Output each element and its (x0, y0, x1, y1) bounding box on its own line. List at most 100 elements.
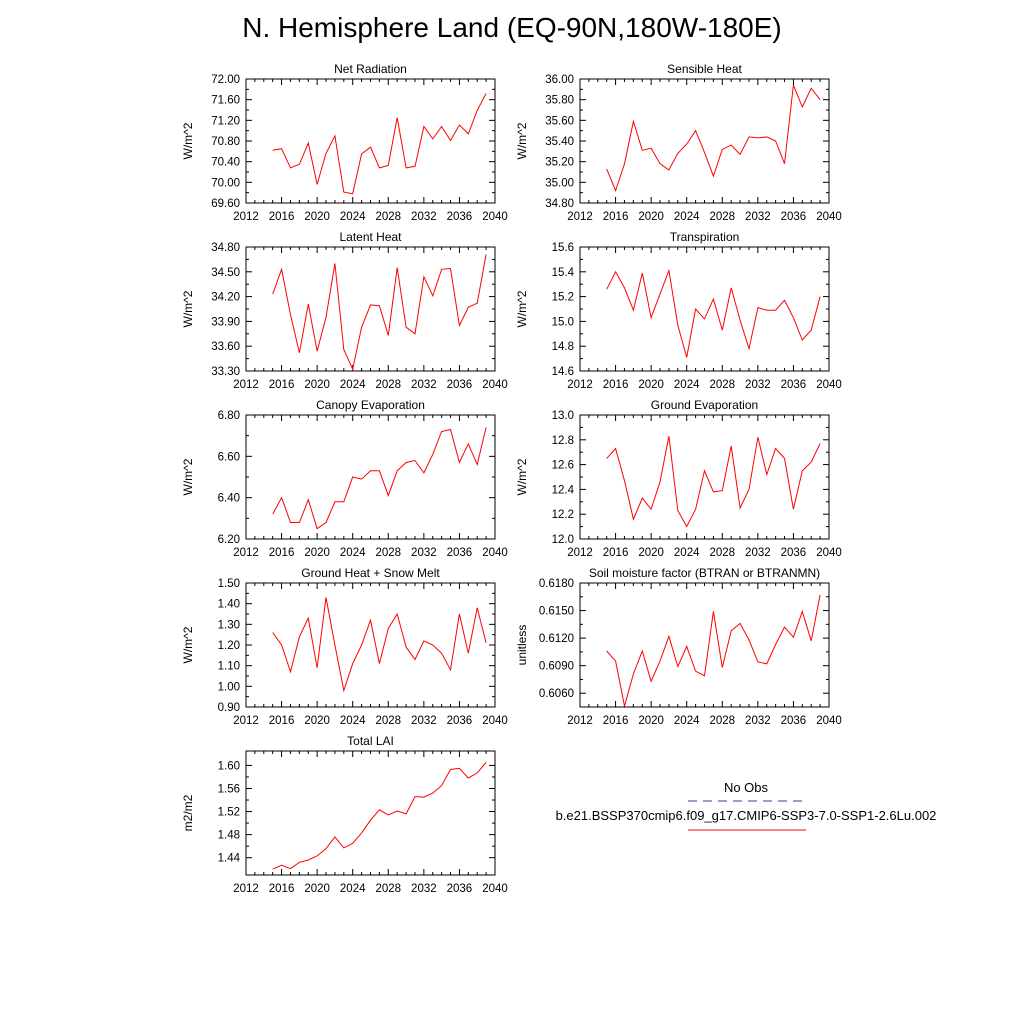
plot-frame (245, 750, 496, 876)
x-tick-label: 2032 (411, 883, 437, 895)
y-tick-label: 33.60 (211, 341, 240, 353)
y-tick-label: 0.6120 (539, 633, 574, 645)
y-tick-label: 70.00 (211, 177, 240, 189)
x-tick-label: 2020 (304, 715, 330, 727)
plot-frame (579, 582, 830, 708)
x-tick-label: 2040 (816, 211, 842, 223)
y-tick-label: 35.60 (545, 115, 574, 127)
x-tick-label: 2012 (567, 715, 593, 727)
x-tick-label: 2020 (304, 547, 330, 559)
x-tick-label: 2028 (375, 883, 401, 895)
y-tick-label: 1.10 (218, 661, 240, 673)
x-tick-label: 2024 (340, 379, 366, 391)
x-tick-label: 2040 (482, 379, 508, 391)
x-tick-label: 2040 (482, 715, 508, 727)
x-tick-label: 2028 (375, 715, 401, 727)
y-tick-label: 33.30 (211, 366, 240, 378)
x-tick-label: 2016 (269, 211, 295, 223)
x-tick-label: 2020 (304, 211, 330, 223)
series-line (606, 85, 821, 193)
x-tick-label: 2036 (447, 379, 473, 391)
x-tick-label: 2024 (340, 547, 366, 559)
x-tick-label: 2028 (709, 379, 735, 391)
chart-panel: Ground Heat + Snow Melt W/m^2 2012 2016 2020… (181, 566, 508, 727)
y-axis-label: W/m^2 (515, 122, 529, 159)
chart-panel: Total LAI m2/m2 2012 2016 2020 2024 2028 2032 20… (181, 734, 508, 895)
y-tick-label: 1.00 (218, 681, 240, 693)
x-tick-label: 2028 (709, 547, 735, 559)
x-tick-label: 2012 (233, 379, 259, 391)
x-tick-label: 2040 (816, 547, 842, 559)
y-axis-label: W/m^2 (181, 626, 195, 663)
y-axis-label: W/m^2 (181, 122, 195, 159)
x-tick-label: 2036 (781, 715, 807, 727)
y-axis-label: unitless (515, 625, 529, 666)
y-tick-label: 71.20 (211, 115, 240, 127)
y-tick-label: 0.90 (218, 702, 240, 714)
x-tick-label: 2036 (781, 379, 807, 391)
y-tick-label: 15.6 (552, 242, 574, 254)
y-tick-label: 34.50 (211, 267, 240, 279)
x-tick-label: 2012 (567, 547, 593, 559)
x-tick-label: 2016 (269, 547, 295, 559)
x-tick-label: 2020 (638, 211, 664, 223)
chart-panel: Soil moisture factor (BTRAN or BTRANMN) u… (515, 566, 842, 727)
x-tick-label: 2028 (375, 547, 401, 559)
y-tick-label: 36.00 (545, 74, 574, 86)
series-line (272, 762, 487, 870)
y-axis-label: W/m^2 (515, 458, 529, 495)
y-tick-label: 35.00 (545, 177, 574, 189)
y-tick-label: 1.52 (218, 807, 240, 819)
y-tick-label: 0.6060 (539, 688, 574, 700)
x-tick-label: 2024 (674, 379, 700, 391)
series-line (272, 427, 487, 530)
x-tick-label: 2028 (375, 211, 401, 223)
x-tick-label: 2020 (304, 379, 330, 391)
x-tick-label: 2032 (745, 379, 771, 391)
x-tick-label: 2040 (816, 379, 842, 391)
chart-panel: Latent Heat W/m^2 2012 2016 2020 2024 2028 2032… (181, 230, 508, 391)
x-tick-label: 2016 (603, 715, 629, 727)
y-axis-label: W/m^2 (181, 458, 195, 495)
x-tick-label: 2036 (447, 211, 473, 223)
y-axis-label: W/m^2 (515, 290, 529, 327)
x-tick-label: 2032 (745, 715, 771, 727)
plot-frame (579, 246, 830, 372)
y-tick-label: 14.6 (552, 366, 574, 378)
y-tick-label: 6.40 (218, 493, 240, 505)
y-tick-label: 1.48 (218, 830, 240, 842)
x-tick-label: 2040 (816, 715, 842, 727)
y-tick-label: 70.40 (211, 157, 240, 169)
x-tick-label: 2024 (340, 883, 366, 895)
x-tick-label: 2032 (411, 715, 437, 727)
figure-title: N. Hemisphere Land (EQ-90N,180W-180E) (242, 12, 782, 43)
x-tick-label: 2016 (603, 211, 629, 223)
x-tick-label: 2012 (567, 211, 593, 223)
x-tick-label: 2028 (709, 211, 735, 223)
panel-title: Total LAI (347, 734, 394, 748)
y-tick-label: 12.4 (552, 484, 575, 496)
x-tick-label: 2032 (411, 379, 437, 391)
y-tick-label: 70.80 (211, 136, 240, 148)
chart-panel: Canopy Evaporation W/m^2 2012 2016 2020 2024 2… (181, 398, 508, 559)
panel-title: Transpiration (670, 230, 740, 244)
y-tick-label: 1.20 (218, 640, 240, 652)
y-tick-label: 1.44 (218, 853, 241, 865)
x-tick-label: 2036 (447, 547, 473, 559)
series-line (606, 436, 821, 528)
y-tick-label: 12.6 (552, 460, 574, 472)
panel-title: Latent Heat (339, 230, 402, 244)
x-tick-label: 2016 (269, 715, 295, 727)
series-line (606, 594, 821, 707)
y-tick-label: 1.30 (218, 619, 240, 631)
y-tick-label: 1.60 (218, 760, 240, 772)
x-tick-label: 2024 (674, 547, 700, 559)
y-tick-label: 12.8 (552, 435, 574, 447)
x-tick-label: 2016 (603, 547, 629, 559)
panel-title: Net Radiation (334, 62, 407, 76)
y-tick-label: 14.8 (552, 341, 574, 353)
x-tick-label: 2024 (674, 211, 700, 223)
x-tick-label: 2024 (340, 211, 366, 223)
x-tick-label: 2020 (638, 379, 664, 391)
